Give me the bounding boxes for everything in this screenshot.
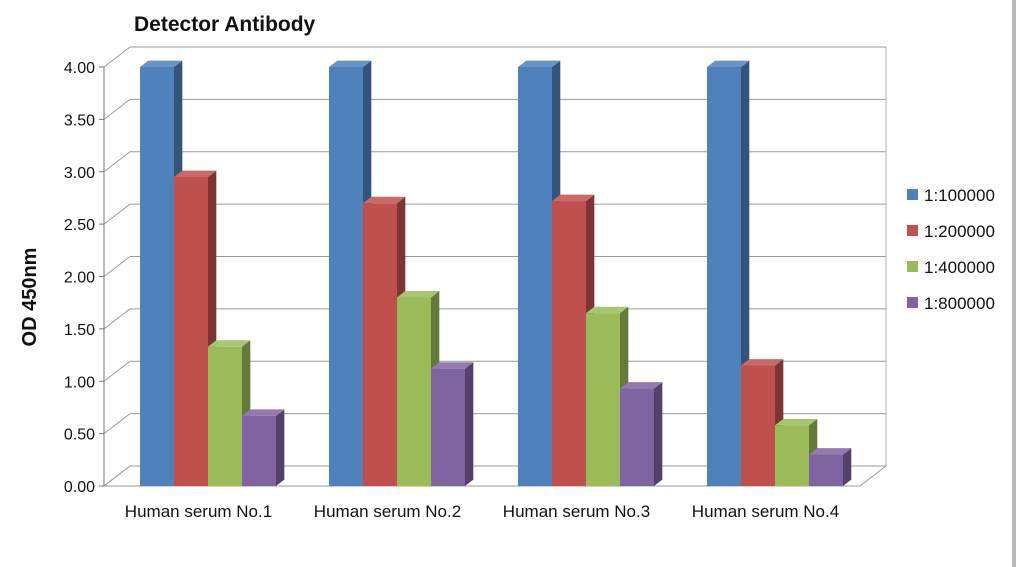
category-label: Human serum No.1 xyxy=(125,502,272,521)
bar-front xyxy=(552,201,586,486)
bar-top xyxy=(363,196,406,204)
category-label: Human serum No.2 xyxy=(314,502,461,521)
bar-front xyxy=(363,203,397,487)
bar xyxy=(174,170,217,487)
category-label: Human serum No.4 xyxy=(692,502,839,521)
bar-front xyxy=(140,67,174,486)
y-tick-label: 4.00 xyxy=(64,60,95,77)
bar xyxy=(809,448,852,486)
x-axis-categories: Human serum No.1 Human serum No.2 Human se… xyxy=(125,502,839,521)
legend-label: 1:100000 xyxy=(924,186,995,205)
bar-top xyxy=(809,448,852,455)
bar-front xyxy=(174,176,208,487)
y-tick-label: 3.00 xyxy=(64,165,95,182)
bar-top xyxy=(707,60,750,67)
bar-top xyxy=(397,291,440,298)
legend-swatch xyxy=(907,297,918,308)
bar-top xyxy=(431,362,474,369)
legend-label: 1:800000 xyxy=(924,294,995,313)
bar-top xyxy=(586,306,629,314)
bar-side xyxy=(654,382,663,486)
legend-swatch xyxy=(907,225,918,236)
bar xyxy=(208,340,251,486)
bar-front xyxy=(620,388,654,486)
legend-item: 1:200000 xyxy=(907,222,995,241)
legend-item: 1:100000 xyxy=(907,186,995,205)
bar xyxy=(741,359,784,486)
grid-layer xyxy=(102,46,888,487)
y-tick-label: 1.50 xyxy=(64,322,95,339)
y-tick-label: 2.50 xyxy=(64,217,95,234)
bar-top xyxy=(552,194,595,202)
y-tick-label: 0.50 xyxy=(64,427,95,444)
legend: 1:100000 1:200000 1:400000 1:800000 xyxy=(907,186,995,313)
legend-label: 1:400000 xyxy=(924,258,995,277)
bar-top xyxy=(140,60,183,67)
gridline-side xyxy=(103,360,131,382)
bar-top xyxy=(329,60,372,67)
gridline-side xyxy=(103,203,131,225)
chart-title: Detector Antibody xyxy=(134,13,316,36)
bar-top xyxy=(741,359,784,366)
y-axis-ticks: 0.00 0.50 1.00 1.50 2.00 2.50 3.00 3.50 4.00 xyxy=(64,60,105,496)
bar-side xyxy=(276,409,285,486)
y-axis-title: OD 450nm xyxy=(19,248,41,347)
category-label: Human serum No.3 xyxy=(503,502,650,521)
bar-side xyxy=(843,448,852,486)
bar-front xyxy=(518,67,552,486)
bar-front xyxy=(707,67,741,486)
gridline-side xyxy=(103,256,131,277)
y-tick-label: 2.00 xyxy=(64,270,95,287)
bar-front xyxy=(329,67,363,486)
bar xyxy=(329,60,372,486)
bars-layer xyxy=(140,60,852,487)
bar-top xyxy=(174,170,217,177)
bar-top xyxy=(620,382,663,389)
bar-front xyxy=(397,297,431,486)
bar-top xyxy=(518,60,561,67)
bar xyxy=(518,60,561,486)
gridline-side xyxy=(103,413,131,435)
legend-label: 1:200000 xyxy=(924,222,995,241)
bar-top xyxy=(208,340,251,347)
bar xyxy=(431,362,474,486)
bar-front xyxy=(741,365,775,486)
y-tick-label: 1.00 xyxy=(64,374,95,391)
legend-item: 1:400000 xyxy=(907,258,995,277)
y-tick-label: 3.50 xyxy=(64,112,95,129)
gridline-side xyxy=(103,46,131,68)
gridline-side xyxy=(103,98,131,120)
bar xyxy=(242,409,285,486)
legend-item: 1:800000 xyxy=(907,294,995,313)
bar-front xyxy=(775,425,809,486)
bar-front xyxy=(431,368,465,486)
legend-swatch xyxy=(907,189,918,200)
bar-top xyxy=(242,409,285,416)
bar-front xyxy=(242,415,276,486)
bar xyxy=(397,291,440,486)
gridline-side xyxy=(103,151,131,173)
gridline-side xyxy=(103,308,131,330)
bar-front xyxy=(586,313,620,486)
bar-front xyxy=(208,346,242,486)
window-edge xyxy=(1012,0,1016,567)
bar-front xyxy=(809,454,843,486)
legend-swatch xyxy=(907,261,918,272)
bar-top xyxy=(775,418,818,426)
bar-side xyxy=(465,362,474,486)
bar xyxy=(620,382,663,486)
y-tick-label: 0.00 xyxy=(64,479,95,496)
gridline-side xyxy=(103,465,131,487)
